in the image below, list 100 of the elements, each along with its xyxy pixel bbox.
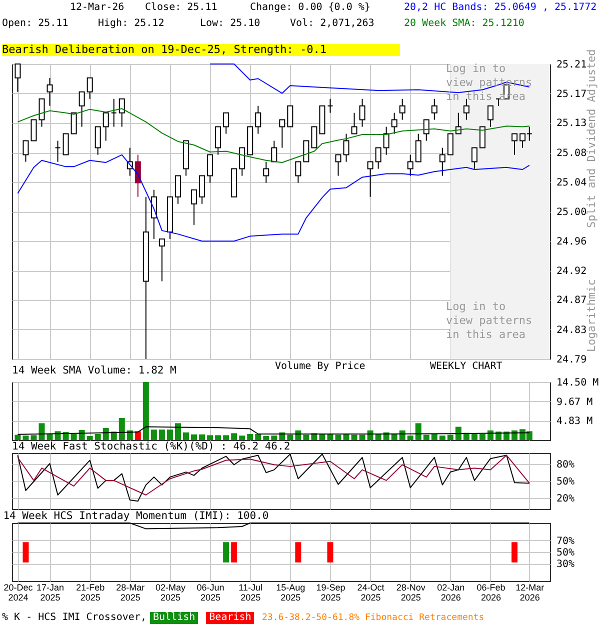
line-series [17, 454, 530, 502]
bar [102, 428, 109, 440]
candlestick [174, 175, 181, 204]
bar [255, 434, 262, 440]
y-tick-label: 50% [556, 476, 575, 488]
text: 23.6-38.2-50-61.8% Fibonacci Retracements [262, 612, 484, 624]
y-tick-label: 24.83 [556, 324, 587, 336]
candlestick [263, 161, 270, 184]
candlestick [367, 161, 374, 198]
candlestick [512, 133, 518, 156]
candlestick [118, 98, 125, 128]
x-tick-label: 02-May 2025 [155, 582, 186, 602]
text: 12-Mar-26 [70, 2, 124, 14]
x-tick-label: 28-Nov 2025 [396, 582, 426, 602]
candlestick [359, 98, 366, 128]
candlestick [134, 154, 141, 198]
bar [351, 434, 358, 440]
x-tick-label: 24-Oct 2025 [357, 582, 385, 602]
candlestick [431, 98, 438, 120]
candlestick [423, 119, 430, 142]
y-tick-label: 25.17 [556, 88, 587, 100]
bar [263, 436, 270, 440]
x-tick-label: 20-Dec 2024 [4, 582, 34, 602]
candlestick [415, 133, 422, 162]
candlestick [295, 161, 302, 184]
bar [142, 382, 149, 440]
candlestick [335, 154, 342, 176]
y-tick-label: 4.83 M [556, 416, 593, 428]
candlestick [311, 126, 318, 148]
bar [287, 434, 294, 440]
candlestick [54, 140, 61, 162]
y-tick-label: 20% [556, 493, 575, 504]
bar [431, 434, 438, 440]
y-tick-label: 24.79 [556, 354, 587, 366]
x-tick-label: 12-Mar 2026 [516, 582, 544, 602]
candlestick [391, 112, 398, 134]
candlestick [479, 126, 486, 148]
bar [231, 433, 238, 440]
bar [247, 434, 254, 440]
y-tick-label: 14.50 M [556, 378, 599, 388]
bar [215, 435, 222, 440]
bar [158, 430, 165, 440]
candlestick [255, 105, 262, 134]
chart-title: 14 Week SMA Volume: 1.82 M [12, 364, 176, 376]
x-tick-label: 19-Sep 2025 [316, 582, 346, 602]
y-tick-label: 25.04 [556, 178, 587, 189]
bar [391, 434, 398, 440]
candlestick [343, 133, 350, 162]
bar [38, 423, 45, 440]
x-tick-label: 06-Jun 2025 [196, 582, 224, 602]
y-tick-label: 24.87 [556, 295, 587, 306]
candlestick [86, 77, 93, 100]
text: 20 Week SMA: 25.1210 [404, 18, 524, 30]
text: Low: 25.10 [200, 18, 260, 30]
line-series [17, 154, 530, 242]
bar [30, 435, 37, 440]
chart-title: 14 Week Fast Stochastic (%K)(%D) : 46.2 46.2 [12, 440, 290, 452]
candlestick [38, 98, 45, 128]
text: Change: 0.00 {0.0 %} [250, 2, 370, 14]
bar [182, 432, 189, 440]
y-axis-title: Split and Dividend Adjusted [585, 49, 598, 228]
bar [118, 418, 125, 440]
y-tick-label: 25.08 [556, 148, 587, 160]
candlestick [287, 105, 294, 128]
bar [94, 434, 101, 440]
bar [207, 435, 214, 440]
y-tick-label: 24.92 [556, 266, 587, 278]
text: Logarithmic [585, 279, 598, 352]
candlestick [14, 64, 21, 92]
candlestick [351, 112, 358, 134]
candlestick [70, 112, 77, 134]
candlestick [471, 147, 478, 170]
bar [303, 434, 310, 440]
line-series [17, 454, 530, 496]
candlestick [383, 126, 390, 156]
bar [335, 434, 342, 440]
bar [455, 426, 462, 440]
bar [327, 434, 334, 440]
bar [271, 436, 278, 440]
bar [22, 436, 29, 440]
bar [423, 434, 430, 440]
text: % K - HCS IMI Crossover, [2, 612, 146, 624]
candlestick [279, 119, 286, 148]
bar [199, 434, 206, 440]
bar [14, 434, 21, 440]
bar [359, 434, 366, 440]
bar [223, 435, 230, 440]
x-tick-label: 02-Jan 2026 [437, 582, 465, 602]
bar [375, 434, 382, 440]
text: Close: 25.11 [145, 2, 218, 14]
bar [86, 436, 93, 440]
text: Bearish Deliberation on 19-Dec-25, Strength: -0.1 [2, 43, 400, 56]
bar [191, 434, 198, 440]
candlestick [94, 126, 101, 156]
bar [439, 436, 446, 440]
bar [239, 436, 246, 440]
bar [415, 423, 422, 440]
annotation: Log in to view patterns in this area [446, 300, 534, 342]
candlestick [215, 126, 222, 156]
text: Volume By Price [275, 361, 366, 373]
